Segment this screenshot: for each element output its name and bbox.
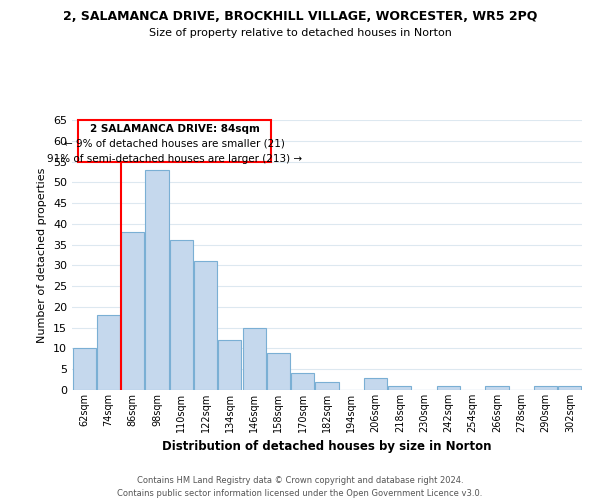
Bar — [218, 340, 241, 390]
Bar — [121, 232, 144, 390]
Text: Size of property relative to detached houses in Norton: Size of property relative to detached ho… — [149, 28, 451, 38]
Bar — [267, 352, 290, 390]
Bar — [534, 386, 557, 390]
Text: ← 9% of detached houses are smaller (21): ← 9% of detached houses are smaller (21) — [64, 139, 285, 149]
Bar — [316, 382, 338, 390]
Bar — [437, 386, 460, 390]
Bar — [291, 374, 314, 390]
Text: 91% of semi-detached houses are larger (213) →: 91% of semi-detached houses are larger (… — [47, 154, 302, 164]
Text: Contains HM Land Registry data © Crown copyright and database right 2024.
Contai: Contains HM Land Registry data © Crown c… — [118, 476, 482, 498]
X-axis label: Distribution of detached houses by size in Norton: Distribution of detached houses by size … — [162, 440, 492, 454]
Bar — [194, 261, 217, 390]
Bar — [242, 328, 266, 390]
Text: 2 SALAMANCA DRIVE: 84sqm: 2 SALAMANCA DRIVE: 84sqm — [89, 124, 259, 134]
Bar — [485, 386, 509, 390]
Bar — [170, 240, 193, 390]
Text: 2, SALAMANCA DRIVE, BROCKHILL VILLAGE, WORCESTER, WR5 2PQ: 2, SALAMANCA DRIVE, BROCKHILL VILLAGE, W… — [63, 10, 537, 23]
Bar — [388, 386, 412, 390]
Bar — [145, 170, 169, 390]
Bar — [73, 348, 95, 390]
Bar — [364, 378, 387, 390]
Bar — [97, 315, 120, 390]
Y-axis label: Number of detached properties: Number of detached properties — [37, 168, 47, 342]
Bar — [559, 386, 581, 390]
